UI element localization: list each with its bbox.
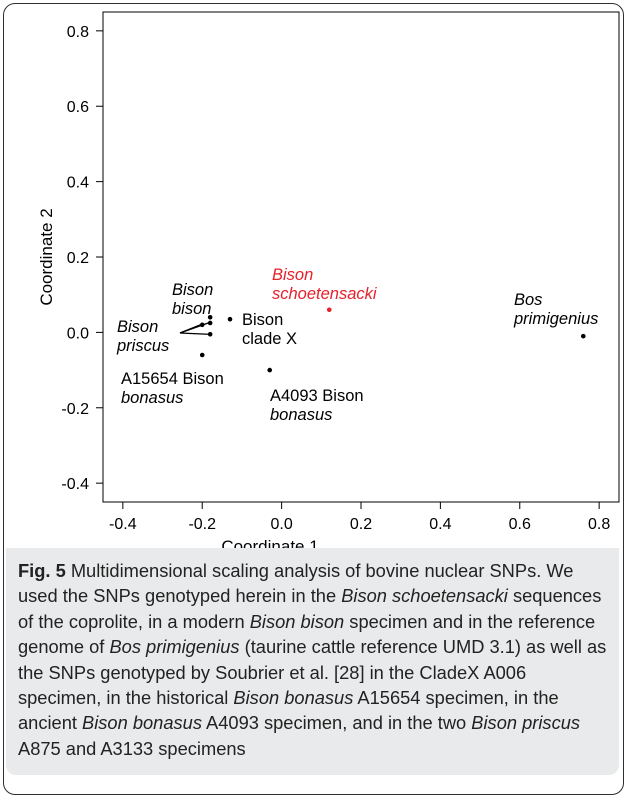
data-point-2	[207, 315, 213, 320]
x-tick-label-1: -0.2	[188, 516, 216, 533]
point-label-4: Bison clade X	[242, 311, 297, 348]
x-tick-label-5: 0.6	[509, 516, 531, 533]
x-axis-label: Coordinate 1	[221, 537, 318, 548]
caption-segment-9: Bison bonasus	[82, 712, 202, 734]
data-point-1	[580, 333, 586, 339]
y-axis-label: Coordinate 2	[37, 208, 56, 305]
caption-segment-5: Bos primigenius	[109, 636, 240, 658]
point-label-6: A4093 Bison bonasus	[270, 387, 364, 424]
caption-segment-2: sequences of the coprolite, in a modern	[18, 585, 602, 632]
y-axis: -0.4 -0.2 0.0 0.2 0.4 0.6 0.8	[61, 24, 103, 493]
caption-segment-6: (taurine cattle reference UMD 3.1) as we…	[18, 636, 607, 709]
y-tick-label-3: 0.2	[67, 250, 89, 267]
point-label-2: Bison bison	[172, 281, 213, 318]
data-point-7	[199, 352, 205, 358]
x-tick-label-2: 0.0	[270, 516, 292, 533]
point-label-3: Bison priscus	[116, 318, 169, 355]
figure-label: Fig. 5	[18, 560, 66, 581]
pointer-line-3	[179, 332, 209, 335]
y-tick-label-6: 0.8	[67, 24, 89, 41]
caption-segment-12: A875 and A3133 specimens	[18, 737, 246, 759]
y-tick-label-5: 0.6	[67, 99, 89, 116]
point-label-1: Bos primigenius	[513, 291, 598, 328]
x-tick-label-4: 0.4	[429, 516, 451, 533]
data-point-0	[326, 307, 332, 313]
point-labels: Bison schoetensacki Bos primigenius Bison bis…	[116, 266, 598, 424]
caption-segment-4: specimen and in the reference genome of	[18, 610, 596, 658]
y-tick-label-4: 0.4	[67, 175, 89, 192]
data-point-6	[227, 316, 233, 322]
x-tick-label-0: -0.4	[109, 516, 137, 533]
caption-segment-8: A15654 specimen, in the ancient	[18, 687, 559, 734]
caption-segment-7: Bison bonasus	[233, 687, 354, 709]
data-point-3	[207, 320, 213, 326]
plot-area	[102, 11, 620, 503]
caption-text: Multidimensional scaling analysis of bov…	[18, 560, 606, 759]
figure-caption: Fig. 5 Multidimensional scaling analysis…	[6, 548, 619, 776]
y-tick-label-0: -0.4	[61, 476, 89, 493]
point-label-5: A15654 Bison bonasus	[121, 370, 224, 407]
x-tick-label-6: 0.8	[588, 516, 610, 533]
priscus-pointer-lines	[179, 322, 209, 335]
caption-segment-3: Bison bison	[249, 610, 345, 632]
scatter-plot: -0.4 -0.2 0.0 0.2 0.4 0.6 0.8 -0.4 -0.2 0.0 0.2 0.…	[37, 11, 620, 548]
data-point-5	[207, 331, 213, 337]
caption-segment-1: Bison schoetensacki	[341, 585, 508, 607]
data-point-8	[267, 367, 273, 373]
y-tick-label-1: -0.2	[61, 401, 89, 418]
caption-segment-0: Multidimensional scaling analysis of bov…	[18, 560, 574, 607]
point-label-0: Bison schoetensacki	[272, 266, 378, 303]
y-tick-label-2: 0.0	[67, 325, 89, 342]
x-axis: -0.4 -0.2 0.0 0.2 0.4 0.6 0.8	[109, 502, 610, 533]
pointer-line-2	[179, 324, 201, 334]
caption-segment-10: A4093 specimen, and in the two	[201, 712, 472, 734]
x-tick-label-3: 0.2	[350, 516, 372, 533]
caption-segment-11: Bison priscus	[471, 712, 581, 734]
